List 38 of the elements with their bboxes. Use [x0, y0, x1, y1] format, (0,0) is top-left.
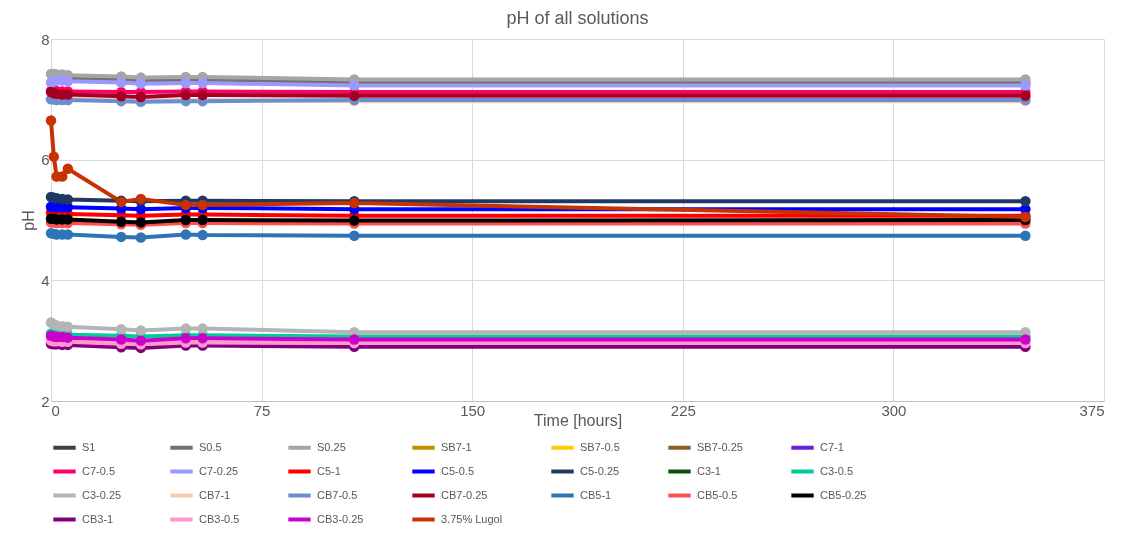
legend-label: SB7-0.25 [697, 440, 743, 453]
legend-label: C5-0.25 [580, 464, 620, 477]
x-tick-label: 0 [51, 401, 60, 419]
x-axis-title: Time [hours] [533, 411, 623, 429]
legend-label: C7-1 [820, 440, 844, 453]
legend-label: CB3-0.5 [199, 512, 240, 525]
legend-label: CB7-0.25 [441, 488, 488, 501]
y-tick-label: 8 [41, 30, 50, 48]
y-tick-label: 6 [41, 151, 50, 169]
legend-label: CB7-0.5 [317, 488, 358, 501]
x-tick-label: 75 [253, 401, 271, 419]
y-tick-label: 4 [41, 271, 50, 289]
legend-label: CB5-1 [580, 488, 612, 501]
x-tick-label: 375 [1079, 401, 1105, 419]
legend-label: C3-0.5 [820, 464, 854, 477]
legend-label: S1 [82, 440, 96, 453]
legend-label: CB3-1 [82, 512, 114, 525]
legend-label: C5-0.5 [441, 464, 475, 477]
legend-label: SB7-1 [441, 440, 472, 453]
legend-label: C3-1 [697, 464, 721, 477]
x-tick-label: 225 [670, 401, 696, 419]
legend-label: CB3-0.25 [317, 512, 364, 525]
chart-title: pH of all solutions [506, 8, 649, 28]
legend-label: S0.25 [317, 440, 346, 453]
legend-label: CB5-0.25 [820, 488, 867, 501]
legend-label: C7-0.25 [199, 464, 239, 477]
legend-label: C5-1 [317, 464, 341, 477]
legend-label: CB5-0.5 [697, 488, 738, 501]
y-tick-label: 2 [41, 392, 50, 410]
y-axis-title: pH [20, 210, 38, 231]
legend-label: C3-0.25 [82, 488, 122, 501]
x-tick-label: 150 [460, 401, 486, 419]
legend-label: C7-0.5 [82, 464, 116, 477]
legend-label: CB7-1 [199, 488, 231, 501]
legend-label: SB7-0.5 [580, 440, 620, 453]
legend-label: S0.5 [199, 440, 222, 453]
legend-label: 3.75% Lugol [441, 512, 503, 525]
x-tick-label: 300 [881, 401, 907, 419]
